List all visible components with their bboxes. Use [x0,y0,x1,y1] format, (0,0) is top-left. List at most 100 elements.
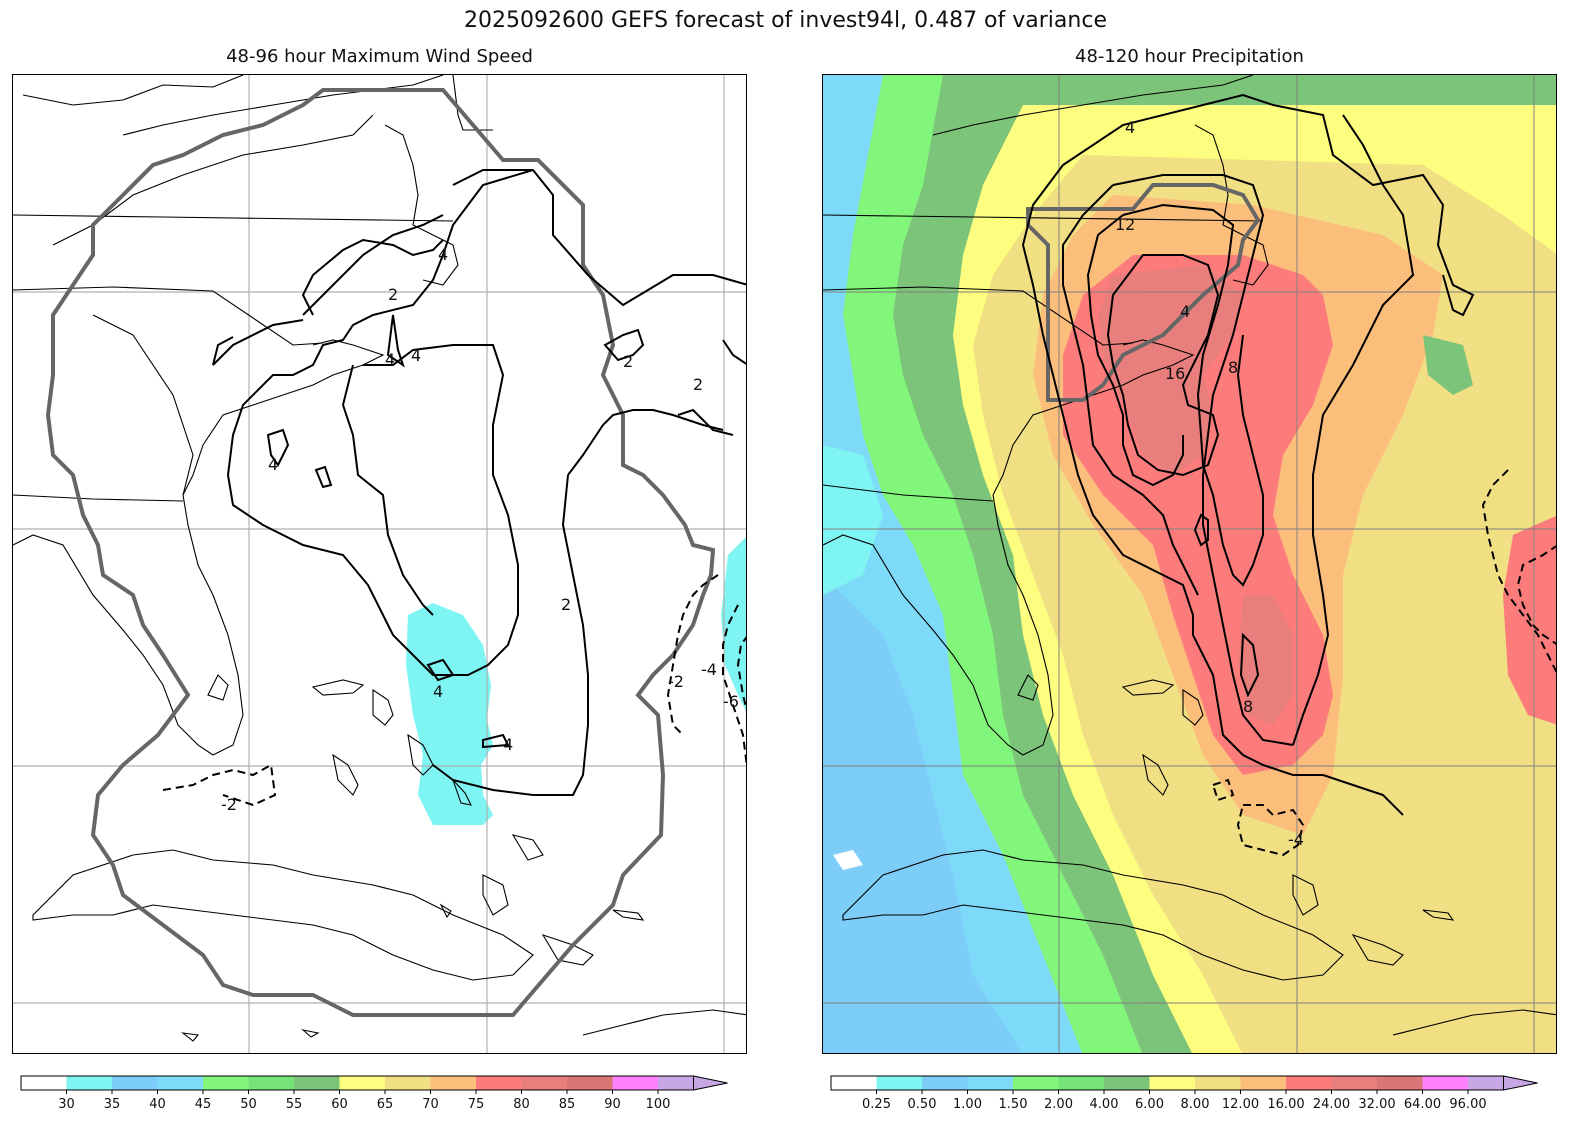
precip-colorbar-swatch [1331,1076,1377,1090]
coastlines [13,75,746,1042]
precip-shading [1098,265,1243,475]
wind-colorbar-tick-label: 85 [559,1097,576,1112]
precip-colorbar-tick-label: 1.50 [999,1097,1028,1112]
precip-shading [833,850,863,870]
precip-colorbar-swatch [1058,1076,1104,1090]
wind-colorbar-tick-label: 55 [286,1097,303,1112]
precip-colorbar-tick-label: 64.00 [1404,1097,1441,1112]
wind-contours [212,169,746,796]
wind-colorbar-swatch [612,1076,658,1090]
wind-colorbar-tick-label: 75 [468,1097,485,1112]
wind-colorbar-swatch [112,1076,158,1090]
precip-colorbar-tick-label: 96.00 [1449,1097,1486,1112]
gridlines [13,75,746,1053]
wind-shading [721,537,746,711]
precip-colorbar-swatch [967,1076,1013,1090]
wind-speed-map: 2 4 4 4 4 2 2 2 4 4 -2 -4 -6 -2 [12,74,747,1054]
wind-colorbar-swatch [658,1076,694,1090]
contour-label: 16 [1165,364,1185,383]
contour-label: 4 [433,682,443,701]
figure-title: 2025092600 GEFS forecast of invest94l, 0… [464,8,1107,33]
contour-label: -6 [723,692,739,711]
wind-colorbar-swatch [248,1076,294,1090]
precip-colorbar-swatch [1377,1076,1423,1090]
wind-colorbar-swatch [203,1076,249,1090]
precip-colorbar-swatch [1013,1076,1059,1090]
wind-colorbar-swatch [567,1076,613,1090]
precip-colorbar-tick-label: 0.25 [862,1097,891,1112]
precip-colorbar-tick-label: 2.00 [1044,1097,1073,1112]
precip-colorbar-swatch [876,1076,922,1090]
precip-colorbar-swatch [1468,1076,1504,1090]
contour-label: 8 [1243,697,1253,716]
contour-label: -2 [221,795,237,814]
wind-colorbar-swatch [385,1076,431,1090]
precip-colorbar-tick-label: 0.50 [908,1097,937,1112]
wind-shading [406,603,493,825]
wind-colorbar-swatch [339,1076,385,1090]
wind-colorbar-tick-label: 60 [331,1097,348,1112]
precip-colorbar-tick-label: 16.00 [1267,1097,1304,1112]
contour-label: 12 [1115,215,1135,234]
contour-label: 2 [693,375,703,394]
contour-label: 2 [561,595,571,614]
wind-colorbar: 30 35 40 45 50 55 60 65 70 75 80 85 90 100 [20,1070,760,1134]
wind-colorbar-swatch [66,1076,112,1090]
wind-contours-dashed [162,574,746,807]
contour-label: 4 [1125,118,1135,137]
wind-colorbar-tick-label: 90 [604,1097,621,1112]
precip-shading [1423,335,1473,395]
wind-colorbar-swatch [476,1076,522,1090]
wind-colorbar-tick-label: 35 [104,1097,121,1112]
contour-label: 2 [388,285,398,304]
wind-colorbar-swatch [521,1076,567,1090]
precip-colorbar-tick-label: 1.00 [953,1097,982,1112]
contour-label: 4 [411,346,421,365]
contour-label: 4 [268,455,278,474]
precip-colorbar-swatch [922,1076,968,1090]
wind-colorbar-tick-label: 30 [58,1097,75,1112]
precip-colorbar-tick-label: 32.00 [1358,1097,1395,1112]
precip-shading [1238,595,1293,725]
contour-label: -4 [701,660,717,679]
wind-colorbar-swatch [294,1076,340,1090]
precip-colorbar-swatch [1422,1076,1468,1090]
contour-label: 4 [385,350,395,369]
wind-colorbar-tick-label: 45 [195,1097,212,1112]
precip-colorbar-swatch [831,1076,877,1090]
wind-colorbar-tick-label: 40 [149,1097,166,1112]
contour-label: 8 [1228,358,1238,377]
contour-label: 2 [623,352,633,371]
contour-label: 4 [1180,302,1190,321]
precip-contours-dashed [1211,469,1556,857]
wind-colorbar-swatch [157,1076,203,1090]
precip-colorbar-swatch [1286,1076,1332,1090]
wind-colorbar-swatch [21,1076,67,1090]
gridlines [823,75,1556,1053]
left-panel-title: 48-96 hour Maximum Wind Speed [226,46,533,67]
precip-colorbar-tick-label: 8.00 [1181,1097,1210,1112]
precip-contours [1021,93,1475,816]
right-panel-title: 48-120 hour Precipitation [1075,46,1304,67]
precip-colorbar-tick-label: 12.00 [1222,1097,1259,1112]
wind-colorbar-extend-arrow [693,1075,728,1091]
wind-colorbar-tick-label: 80 [513,1097,530,1112]
precip-shading [823,445,883,595]
wind-colorbar-tick-label: 100 [646,1097,671,1112]
precip-colorbar-tick-label: 6.00 [1135,1097,1164,1112]
precip-colorbar-swatch [1240,1076,1286,1090]
ensemble-region-outline [45,88,716,1017]
wind-colorbar-swatch [430,1076,476,1090]
contour-label: 4 [503,735,513,754]
precip-colorbar-extend-arrow [1503,1075,1538,1091]
wind-colorbar-tick-label: 50 [240,1097,257,1112]
precip-colorbar-swatch [1104,1076,1150,1090]
contour-label: -4 [1288,830,1304,849]
wind-colorbar-tick-label: 70 [422,1097,439,1112]
precipitation-map: 4 12 4 16 8 8 -4 [822,74,1557,1054]
precip-colorbar-tick-label: 4.00 [1090,1097,1119,1112]
precip-colorbar-swatch [1149,1076,1195,1090]
precip-colorbar: 0.25 0.50 1.00 1.50 2.00 4.00 6.00 8.00 12.00 16.… [830,1070,1570,1134]
precip-colorbar-swatch [1195,1076,1241,1090]
precip-colorbar-tick-label: 24.00 [1313,1097,1350,1112]
